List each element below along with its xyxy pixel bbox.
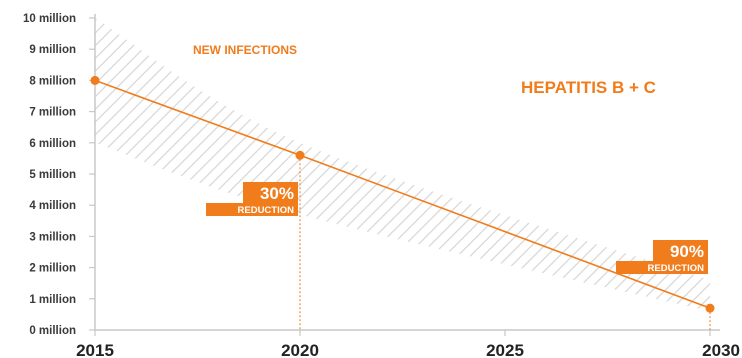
y-tick-label: 2 million <box>29 263 76 275</box>
label-layer: NEW INFECTIONS HEPATITIS B + C <box>193 43 656 97</box>
chart-title: HEPATITIS B + C <box>521 78 656 97</box>
y-tick-label: 9 million <box>29 44 76 56</box>
data-point <box>90 75 100 85</box>
annotation-text: REDUCTION <box>648 263 705 274</box>
y-tick-label: 10 million <box>23 13 76 25</box>
y-tick-label: 1 million <box>29 294 76 306</box>
uncertainty-band <box>95 18 710 312</box>
annotation-pct-box <box>653 240 708 261</box>
annotation-text-box <box>206 203 298 216</box>
x-tick-label: 2020 <box>281 341 319 358</box>
annot-layer: 30% REDUCTION 90% REDUCTION <box>206 155 711 330</box>
annotation-text: REDUCTION <box>238 205 295 216</box>
annotation-pct: 30% <box>260 184 294 203</box>
annotation-text-box <box>616 261 708 274</box>
y-tick-label: 3 million <box>29 231 76 243</box>
axis-layer: 0 million 1 million 2 million 3 million 4 mi… <box>23 13 740 358</box>
annotation-pct-box <box>243 182 298 203</box>
series-line <box>94 79 711 309</box>
y-tick-label: 7 million <box>29 107 76 119</box>
annotation-pct: 90% <box>670 242 704 261</box>
x-tick-label: 2025 <box>486 341 524 358</box>
band-layer <box>95 18 710 312</box>
y-tick-label: 4 million <box>29 200 76 212</box>
series-label: NEW INFECTIONS <box>193 43 297 57</box>
x-tick-label: 2015 <box>76 341 114 358</box>
y-tick-label: 8 million <box>29 75 76 87</box>
y-tick-label: 5 million <box>29 169 76 181</box>
y-tick-label: 6 million <box>29 138 76 150</box>
y-tick-label: 0 million <box>29 325 76 337</box>
x-tick-label: 2030 <box>702 341 740 358</box>
